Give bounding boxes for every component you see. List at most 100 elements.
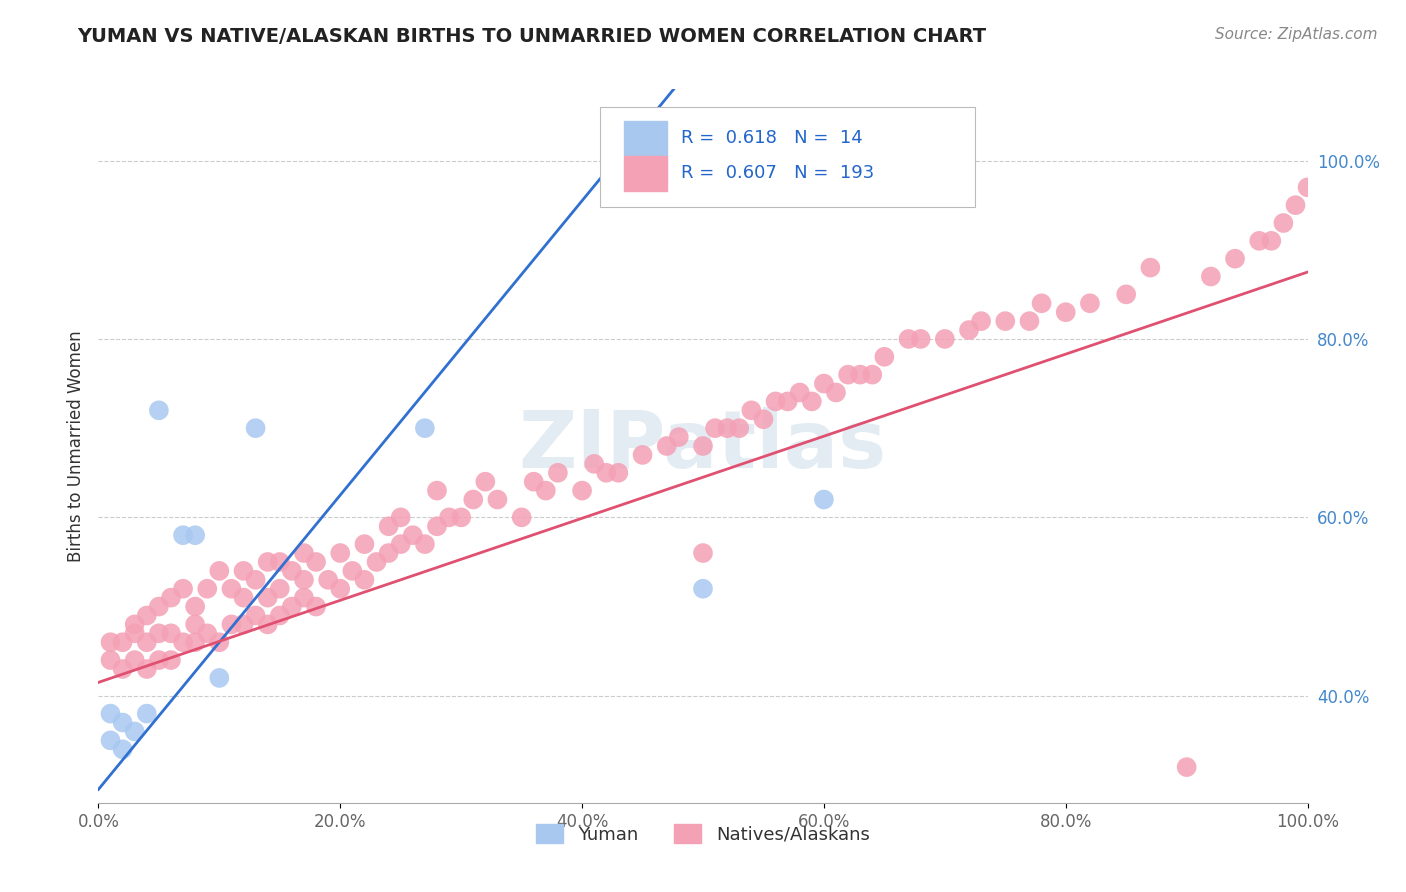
Point	[510, 510, 533, 524]
Point	[111, 715, 134, 730]
Point	[316, 573, 339, 587]
Y-axis label: Births to Unmarried Women: Births to Unmarried Women	[66, 330, 84, 562]
Point	[292, 573, 315, 587]
Point	[1078, 296, 1101, 310]
Point	[208, 635, 231, 649]
Point	[897, 332, 920, 346]
Point	[547, 466, 569, 480]
Point	[389, 510, 412, 524]
Point	[413, 537, 436, 551]
Point	[1115, 287, 1137, 301]
Point	[232, 564, 254, 578]
Point	[148, 653, 170, 667]
Point	[463, 492, 485, 507]
Point	[232, 617, 254, 632]
Point	[1031, 296, 1053, 310]
Point	[910, 332, 932, 346]
Point	[124, 653, 146, 667]
Point	[172, 635, 194, 649]
Point	[148, 403, 170, 417]
Point	[994, 314, 1017, 328]
Point	[692, 546, 714, 560]
Point	[474, 475, 496, 489]
Point	[631, 448, 654, 462]
Point	[245, 573, 267, 587]
Point	[221, 582, 243, 596]
Point	[426, 519, 449, 533]
Point	[849, 368, 872, 382]
Point	[305, 599, 328, 614]
Point	[124, 617, 146, 632]
Point	[668, 430, 690, 444]
Point	[269, 608, 291, 623]
Point	[124, 724, 146, 739]
Point	[100, 733, 122, 747]
Point	[1272, 216, 1295, 230]
Point	[329, 582, 352, 596]
Point	[184, 635, 207, 649]
Point	[692, 439, 714, 453]
Point	[353, 573, 375, 587]
Text: Source: ZipAtlas.com: Source: ZipAtlas.com	[1215, 27, 1378, 42]
Point	[486, 492, 509, 507]
Point	[607, 466, 630, 480]
Point	[353, 537, 375, 551]
Point	[800, 394, 823, 409]
Point	[100, 635, 122, 649]
Point	[655, 439, 678, 453]
Point	[1054, 305, 1077, 319]
Point	[366, 555, 388, 569]
Point	[100, 706, 122, 721]
Legend: Yuman, Natives/Alaskans: Yuman, Natives/Alaskans	[529, 817, 877, 851]
Point	[1260, 234, 1282, 248]
Point	[934, 332, 956, 346]
Point	[1018, 314, 1040, 328]
Point	[292, 591, 315, 605]
Point	[704, 421, 727, 435]
Point	[172, 528, 194, 542]
Point	[232, 591, 254, 605]
Point	[957, 323, 980, 337]
Point	[437, 510, 460, 524]
Point	[837, 368, 859, 382]
Point	[1199, 269, 1222, 284]
Point	[413, 421, 436, 435]
Point	[195, 626, 218, 640]
Point	[776, 394, 799, 409]
Point	[789, 385, 811, 400]
Point	[728, 421, 751, 435]
Point	[450, 510, 472, 524]
Point	[124, 626, 146, 640]
Point	[208, 671, 231, 685]
Point	[1284, 198, 1306, 212]
Point	[221, 617, 243, 632]
Point	[269, 582, 291, 596]
Point	[195, 582, 218, 596]
Point	[970, 314, 993, 328]
Point	[342, 564, 364, 578]
Point	[160, 653, 183, 667]
Point	[269, 555, 291, 569]
Point	[426, 483, 449, 498]
Point	[595, 466, 617, 480]
Point	[256, 555, 278, 569]
Point	[752, 412, 775, 426]
Point	[534, 483, 557, 498]
Point	[873, 350, 896, 364]
Point	[160, 591, 183, 605]
Point	[135, 635, 157, 649]
Point	[377, 546, 399, 560]
Point	[1296, 180, 1319, 194]
Point	[172, 582, 194, 596]
Point	[692, 582, 714, 596]
Point	[281, 564, 304, 578]
FancyBboxPatch shape	[600, 107, 976, 207]
Text: YUMAN VS NATIVE/ALASKAN BIRTHS TO UNMARRIED WOMEN CORRELATION CHART: YUMAN VS NATIVE/ALASKAN BIRTHS TO UNMARR…	[77, 27, 987, 45]
Text: R =  0.607   N =  193: R = 0.607 N = 193	[682, 164, 875, 182]
Point	[1139, 260, 1161, 275]
Point	[1223, 252, 1246, 266]
Point	[245, 421, 267, 435]
FancyBboxPatch shape	[624, 120, 666, 155]
Point	[860, 368, 883, 382]
Point	[305, 555, 328, 569]
